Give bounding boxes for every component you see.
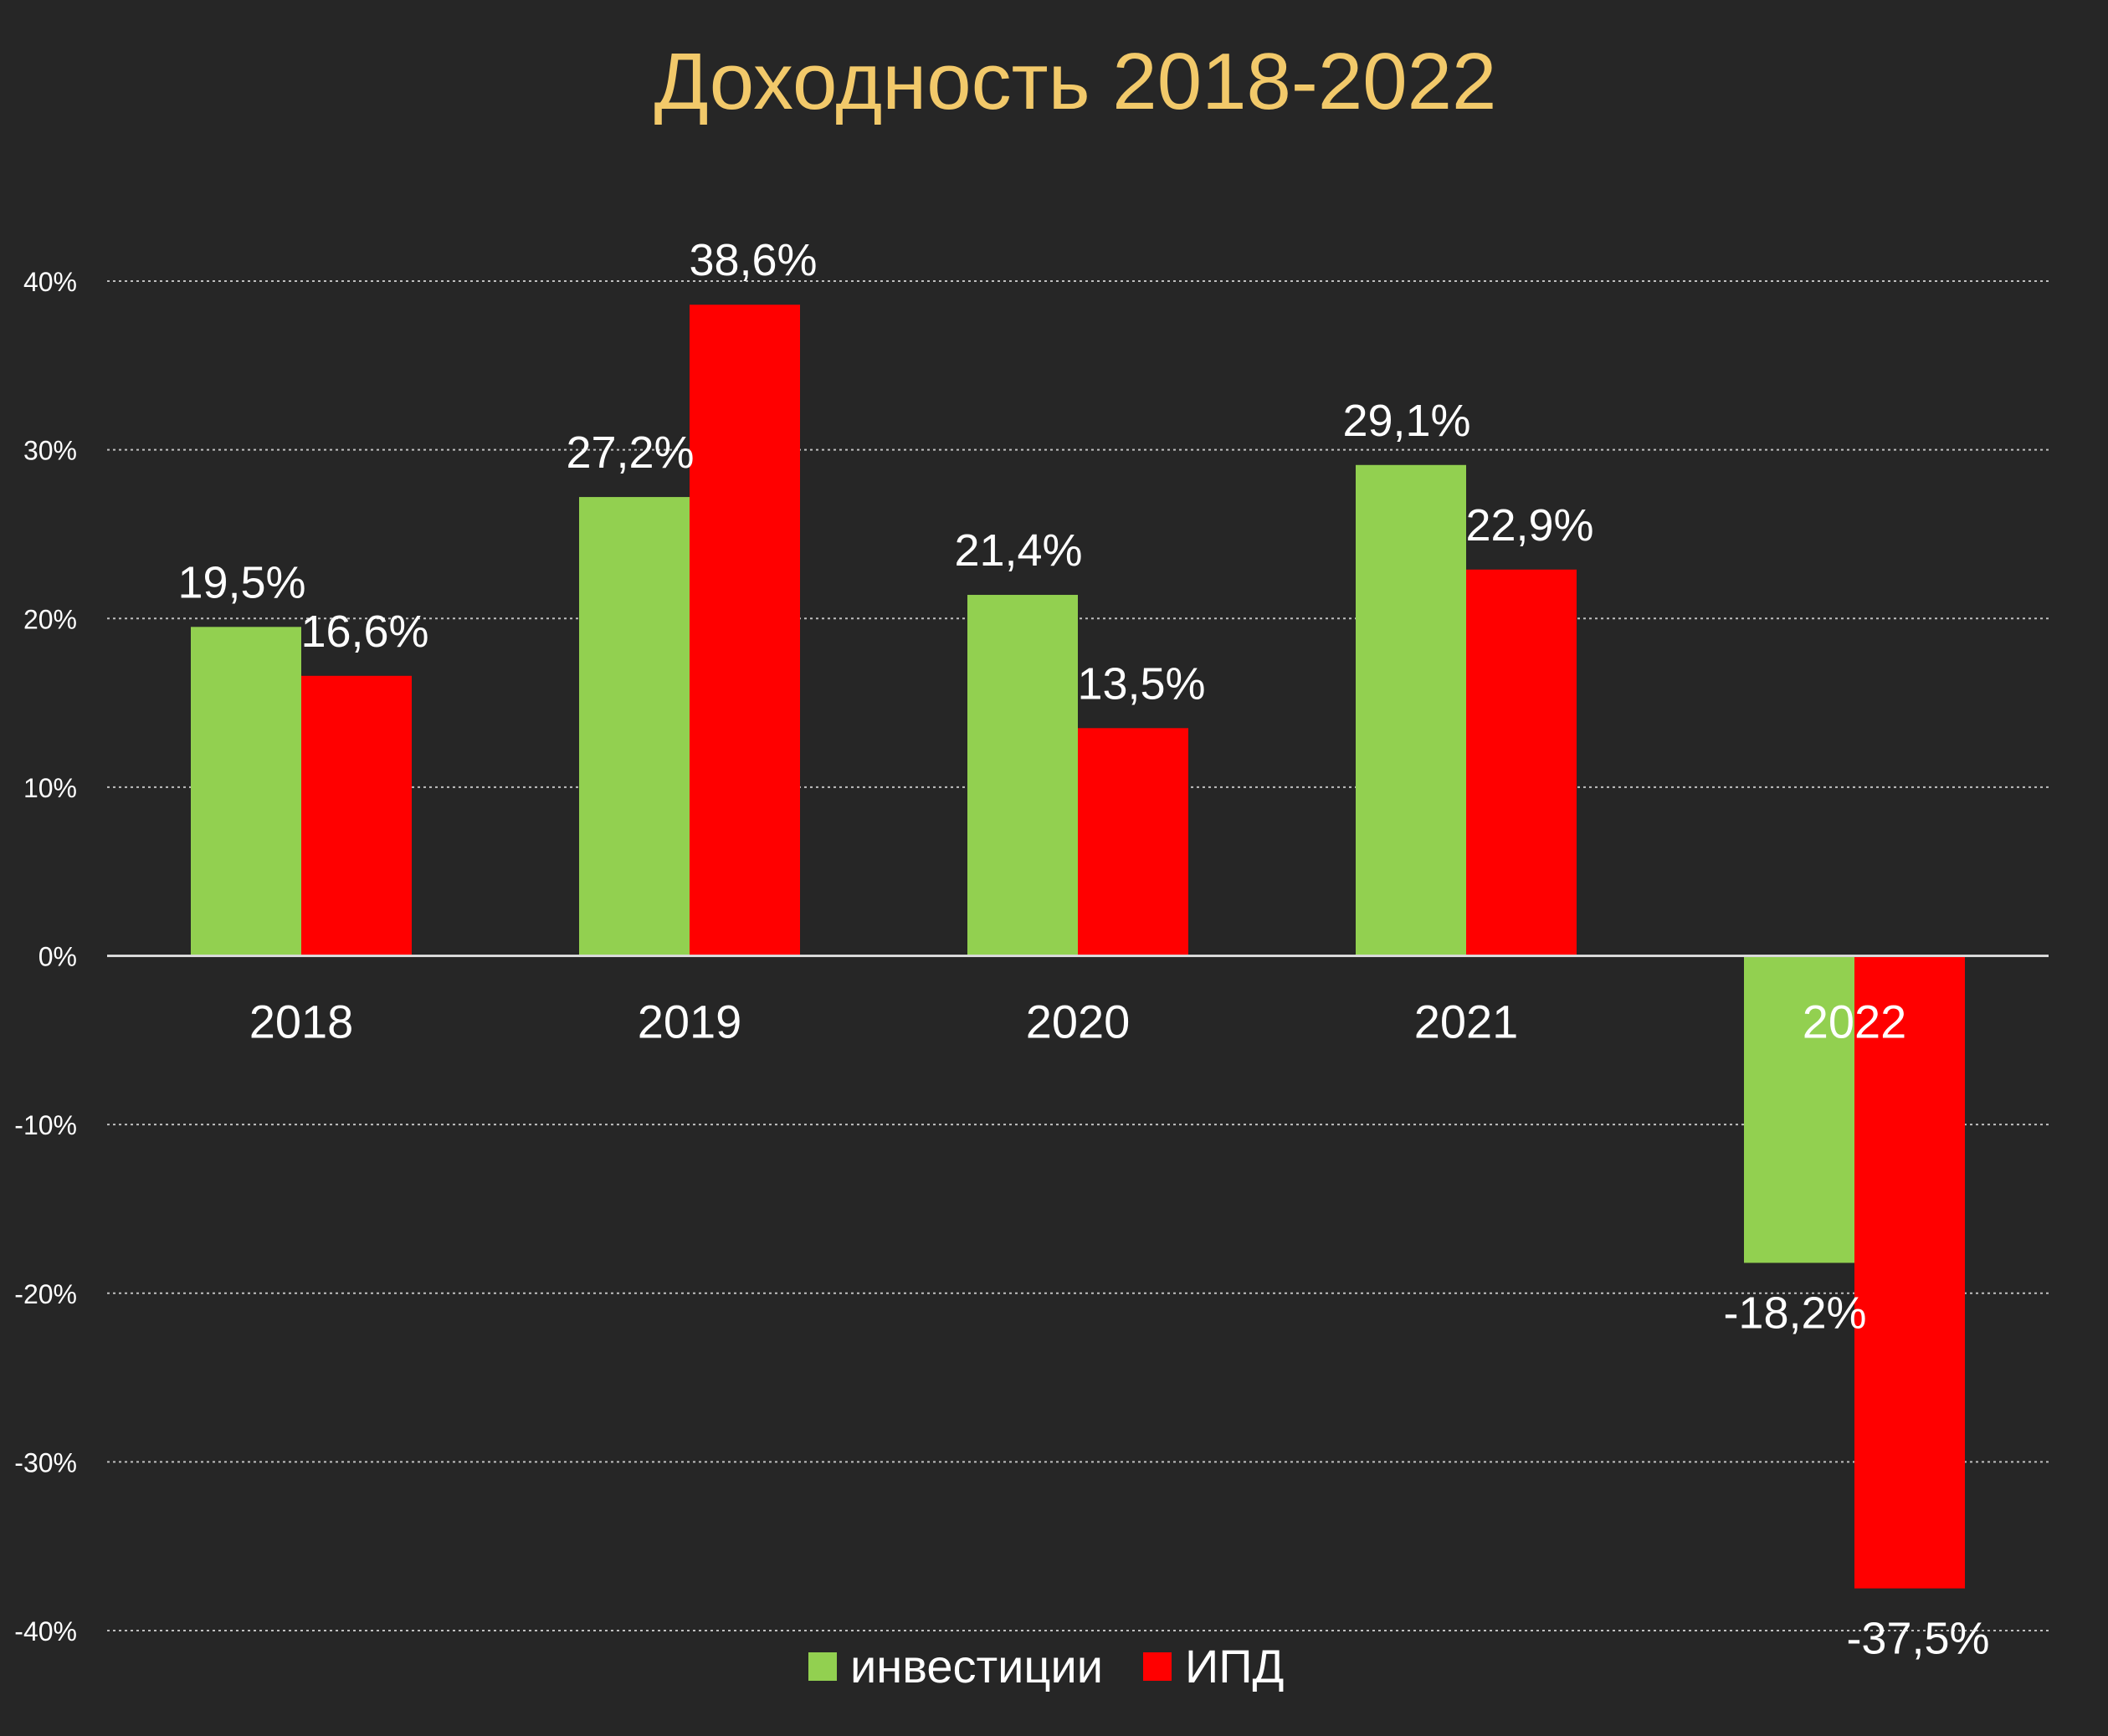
y-tick-label: -30% — [14, 1447, 77, 1477]
y-tick-label: 10% — [23, 773, 77, 803]
y-tick-label: -20% — [14, 1279, 77, 1309]
legend-label: ИПД — [1185, 1640, 1284, 1692]
data-label: 16,6% — [300, 607, 428, 657]
bar-инвестиции-2018 — [191, 627, 301, 956]
x-tick-label: 2018 — [249, 996, 354, 1048]
x-axis-tick-labels: 2018 2019 2020 2021 2022 — [249, 996, 1907, 1048]
data-label: 27,2% — [566, 428, 694, 478]
data-labels: 19,5%16,6% 27,2% 38,6% 21,4% 13,5% 29,1% 22,9%… — [177, 235, 1989, 1663]
y-tick-label: -10% — [14, 1110, 77, 1140]
y-axis-tick-labels: 40% 30% 20% 10% 0% -10% -20% -30% -40% — [14, 267, 77, 1646]
data-label: 29,1% — [1342, 396, 1470, 446]
bar-инвестиции-2019 — [579, 497, 690, 956]
x-tick-label: 2019 — [638, 996, 742, 1048]
data-label: 13,5% — [1077, 658, 1205, 709]
legend-swatch — [1143, 1652, 1172, 1681]
y-tick-label: 40% — [23, 267, 77, 297]
chart-title: Доходность 2018-2022 — [654, 37, 1497, 126]
legend: инвестиции ИПД — [808, 1640, 1284, 1692]
bar-ИПД-2020 — [1078, 728, 1188, 956]
bar-инвестиции-2022 — [1744, 955, 1854, 1263]
x-tick-label: 2020 — [1026, 996, 1131, 1048]
bar-ИПД-2018 — [301, 675, 412, 956]
data-label: -18,2% — [1723, 1288, 1866, 1338]
legend-swatch — [808, 1652, 837, 1681]
y-tick-label: 20% — [23, 604, 77, 634]
bar-ИПД-2021 — [1466, 569, 1577, 956]
x-tick-label: 2022 — [1803, 996, 1907, 1048]
bar-инвестиции-2021 — [1356, 464, 1466, 956]
data-label: -37,5% — [1846, 1614, 1989, 1664]
bar-инвестиции-2020 — [967, 595, 1078, 956]
x-tick-label: 2021 — [1414, 996, 1519, 1048]
data-label: 21,4% — [954, 525, 1082, 576]
data-label: 19,5% — [177, 557, 305, 607]
y-tick-label: 0% — [38, 942, 77, 972]
legend-label: инвестиции — [850, 1640, 1103, 1692]
y-tick-label: 30% — [23, 436, 77, 466]
data-label: 38,6% — [689, 235, 817, 285]
gridlines — [107, 280, 2049, 1631]
bar-ИПД-2022 — [1854, 955, 1965, 1589]
y-tick-label: -40% — [14, 1616, 77, 1646]
bar-ИПД-2019 — [690, 305, 800, 956]
bars — [191, 305, 1965, 1589]
data-label: 22,9% — [1465, 500, 1593, 551]
